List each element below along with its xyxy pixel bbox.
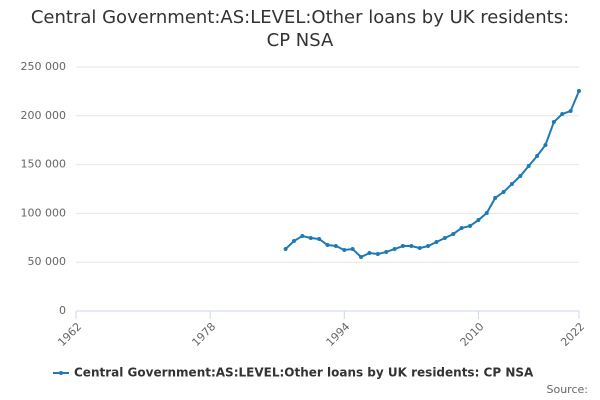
point [359,255,364,260]
point [560,112,565,117]
point [325,243,330,248]
point [442,235,447,240]
y-tick-label: 50 000 [28,255,67,268]
point [291,239,296,244]
point [476,218,481,223]
point [509,182,514,187]
point [308,235,313,240]
x-tick-label: 2022 [558,320,587,349]
point [451,231,456,236]
x-tick-label: 1962 [55,320,84,349]
y-tick-label: 150 000 [21,158,67,171]
point [400,243,405,248]
point [551,120,556,125]
y-tick-label: 200 000 [21,109,67,122]
point [283,247,288,252]
point [367,251,372,256]
point [409,243,414,248]
chart-title: Central Government:AS:LEVEL:Other loans … [30,7,570,51]
legend-marker [59,371,63,375]
point [518,174,523,179]
y-tick-label: 100 000 [21,206,67,219]
y-tick-label: 250 000 [21,60,67,73]
point [350,247,355,252]
point [342,248,347,252]
source: Source: [547,383,589,396]
point [434,239,439,244]
y-tick-label: 0 [59,304,66,317]
point [317,236,322,241]
point [300,234,305,239]
point [333,243,338,248]
legend-text: Central Government:AS:LEVEL:Other loans … [74,366,534,380]
point [417,246,422,251]
point [468,223,473,228]
point [535,154,540,159]
point [459,226,464,231]
point [426,243,431,248]
point [384,249,389,254]
point [543,142,548,147]
point [568,109,573,114]
x-tick-label: 2010 [458,320,487,349]
point [501,190,506,195]
point [484,211,489,216]
x-tick-label: 1994 [324,320,353,349]
point [493,195,498,200]
point [392,247,397,252]
x-tick-label: 1978 [189,320,218,349]
point [577,89,581,94]
point [526,163,531,168]
point [375,252,380,257]
